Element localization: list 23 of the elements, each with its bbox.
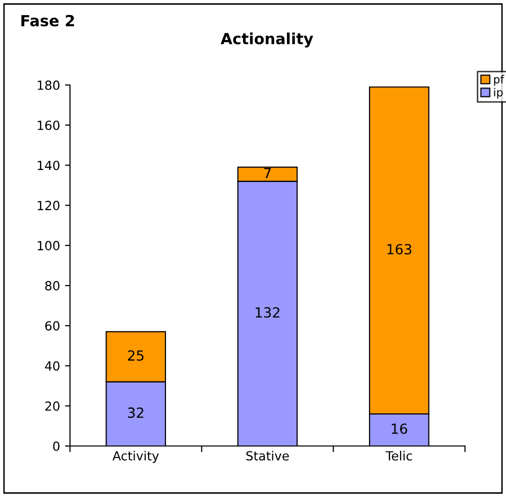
y-tick-label: 100 xyxy=(38,240,60,250)
x-tick-label: Telic xyxy=(386,450,412,461)
x-tick-label: Activity xyxy=(112,450,159,463)
y-tick-label: 180 xyxy=(38,80,60,90)
data-label: 163 xyxy=(387,244,412,254)
legend-label: pf xyxy=(494,74,504,86)
data-label: 7 xyxy=(264,168,271,178)
x-tick-label: Stative xyxy=(246,450,289,461)
text: Fase 2 xyxy=(21,14,74,26)
data-label: 16 xyxy=(392,423,408,434)
data-label: 25 xyxy=(128,350,144,361)
y-tick-label: 20 xyxy=(45,401,60,411)
y-tick-label: 140 xyxy=(38,160,60,170)
y-tick-label: 80 xyxy=(45,281,60,290)
data-label: 132 xyxy=(256,307,280,318)
y-tick-label: 160 xyxy=(38,120,60,130)
y-tick-label: 0 xyxy=(53,441,60,451)
y-tick-label: 60 xyxy=(45,321,60,331)
y-tick-label: 120 xyxy=(38,200,60,210)
chart-title: Actionality xyxy=(220,32,314,48)
y-tick-label: 40 xyxy=(44,361,60,371)
legend-label: ip xyxy=(494,88,503,99)
data-label: 32 xyxy=(128,407,144,418)
